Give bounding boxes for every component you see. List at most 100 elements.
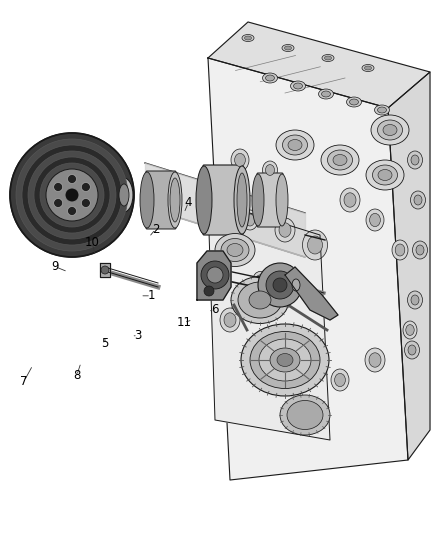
Polygon shape: [208, 58, 408, 480]
Ellipse shape: [259, 339, 311, 381]
Ellipse shape: [293, 362, 307, 378]
Ellipse shape: [374, 105, 389, 115]
Circle shape: [258, 263, 302, 307]
Circle shape: [65, 188, 79, 202]
Text: 7: 7: [20, 375, 28, 387]
Text: 9: 9: [51, 260, 59, 273]
Polygon shape: [285, 267, 338, 320]
Text: 1: 1: [147, 289, 155, 302]
Ellipse shape: [242, 210, 258, 230]
Text: 11: 11: [177, 316, 191, 329]
Ellipse shape: [235, 154, 245, 167]
Ellipse shape: [247, 340, 263, 360]
Ellipse shape: [270, 348, 300, 372]
Ellipse shape: [249, 291, 271, 309]
Text: 10: 10: [85, 236, 99, 249]
Ellipse shape: [265, 75, 275, 81]
Circle shape: [81, 182, 90, 191]
Ellipse shape: [170, 178, 180, 222]
Ellipse shape: [220, 308, 240, 332]
Ellipse shape: [378, 169, 392, 181]
Ellipse shape: [366, 160, 404, 190]
Ellipse shape: [119, 184, 129, 206]
Ellipse shape: [303, 230, 328, 260]
Ellipse shape: [241, 324, 329, 396]
Circle shape: [266, 271, 294, 299]
Circle shape: [10, 133, 134, 257]
Ellipse shape: [224, 313, 236, 327]
Ellipse shape: [265, 165, 275, 175]
Ellipse shape: [252, 174, 264, 226]
Circle shape: [101, 266, 109, 274]
Ellipse shape: [282, 44, 294, 52]
Ellipse shape: [321, 145, 359, 175]
Circle shape: [28, 151, 116, 239]
Polygon shape: [208, 200, 330, 440]
Text: 5: 5: [102, 337, 109, 350]
Ellipse shape: [413, 241, 427, 259]
Ellipse shape: [293, 83, 303, 89]
Ellipse shape: [253, 271, 267, 288]
Ellipse shape: [411, 295, 419, 305]
Ellipse shape: [322, 54, 334, 61]
Ellipse shape: [408, 345, 416, 355]
Circle shape: [204, 286, 214, 296]
Ellipse shape: [321, 91, 331, 97]
Ellipse shape: [288, 140, 302, 150]
Ellipse shape: [238, 282, 282, 318]
Ellipse shape: [231, 149, 249, 171]
Ellipse shape: [383, 125, 397, 135]
Ellipse shape: [227, 244, 243, 256]
Polygon shape: [197, 251, 231, 300]
Ellipse shape: [378, 107, 386, 113]
Ellipse shape: [215, 233, 255, 266]
Ellipse shape: [410, 191, 425, 209]
Ellipse shape: [140, 172, 154, 228]
Ellipse shape: [250, 344, 260, 356]
Ellipse shape: [395, 244, 405, 256]
Ellipse shape: [350, 99, 358, 105]
Ellipse shape: [283, 135, 307, 155]
Ellipse shape: [414, 195, 422, 205]
Ellipse shape: [403, 321, 417, 339]
Ellipse shape: [256, 275, 264, 285]
Circle shape: [46, 169, 98, 221]
Ellipse shape: [276, 130, 314, 160]
Text: 6: 6: [211, 303, 219, 316]
Ellipse shape: [346, 97, 361, 107]
Ellipse shape: [231, 277, 289, 324]
Ellipse shape: [276, 174, 288, 226]
Ellipse shape: [328, 150, 353, 170]
Ellipse shape: [325, 56, 332, 60]
Ellipse shape: [362, 64, 374, 71]
Ellipse shape: [168, 172, 182, 228]
Ellipse shape: [369, 353, 381, 367]
Ellipse shape: [407, 151, 423, 169]
Ellipse shape: [411, 155, 419, 165]
Circle shape: [207, 267, 223, 283]
Ellipse shape: [318, 89, 333, 99]
Ellipse shape: [237, 173, 247, 227]
Ellipse shape: [364, 66, 371, 70]
Ellipse shape: [244, 36, 251, 40]
Ellipse shape: [289, 357, 311, 383]
Polygon shape: [100, 263, 110, 277]
Circle shape: [67, 174, 77, 183]
Ellipse shape: [250, 332, 320, 389]
Ellipse shape: [287, 400, 323, 430]
Ellipse shape: [340, 188, 360, 212]
Polygon shape: [388, 72, 430, 460]
FancyBboxPatch shape: [146, 171, 176, 229]
Ellipse shape: [245, 214, 255, 226]
Ellipse shape: [392, 240, 408, 260]
Polygon shape: [208, 22, 430, 108]
Ellipse shape: [221, 238, 249, 262]
Ellipse shape: [405, 341, 420, 359]
Ellipse shape: [378, 120, 403, 140]
Ellipse shape: [372, 165, 398, 185]
Ellipse shape: [371, 115, 409, 145]
Ellipse shape: [370, 213, 380, 227]
Circle shape: [22, 145, 122, 245]
Ellipse shape: [196, 166, 212, 234]
Ellipse shape: [262, 161, 278, 179]
